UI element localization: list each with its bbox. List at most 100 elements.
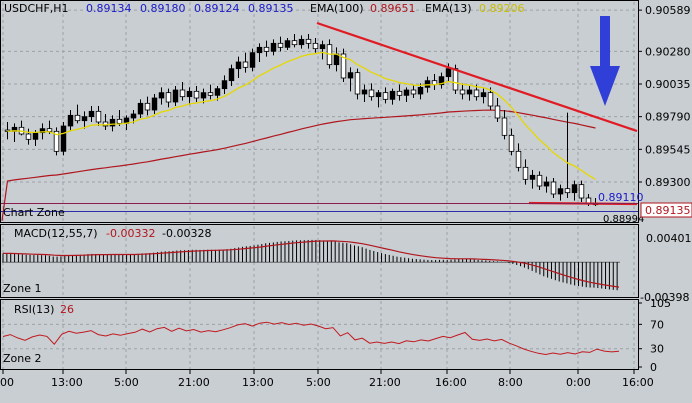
macd-signal-line bbox=[3, 240, 620, 288]
time-axis[interactable]: 00 13:00 5:00 21:00 13:00 5:00 21:00 16:00 8:00 0… bbox=[0, 370, 654, 389]
price-tag: 0.89135 bbox=[640, 202, 692, 218]
candle-36 bbox=[256, 43, 263, 62]
candle-80 bbox=[564, 112, 571, 198]
time-tick-label-8: 8:00 bbox=[498, 376, 523, 389]
level-label: 0.89110 bbox=[598, 191, 644, 204]
candle-79 bbox=[557, 184, 564, 201]
rsi-tick-label-3: 0 bbox=[650, 361, 657, 374]
candle-23 bbox=[165, 88, 172, 108]
candle-34 bbox=[242, 52, 249, 73]
price-tick-label-2: 0.90035 bbox=[645, 78, 691, 91]
candle-44 bbox=[312, 38, 319, 53]
candle-78 bbox=[550, 178, 557, 198]
candle-16 bbox=[116, 110, 123, 126]
rsi-label: RSI(13) bbox=[14, 303, 54, 316]
candle-11 bbox=[81, 111, 88, 129]
time-tick-label-2: 5:00 bbox=[114, 376, 139, 389]
candle-28 bbox=[200, 88, 207, 104]
candle-77 bbox=[543, 176, 550, 193]
header-close: 0.89135 bbox=[248, 2, 294, 15]
resistance-trendline[interactable] bbox=[316, 21, 638, 133]
candle-55 bbox=[389, 88, 396, 105]
price-tick-label-5: 0.89300 bbox=[645, 176, 691, 189]
candle-53 bbox=[375, 90, 382, 108]
header: USDCHF,H1 0.89134 0.89180 0.89124 0.8913… bbox=[4, 2, 525, 15]
rsi-value: 26 bbox=[60, 303, 74, 316]
time-tick-label-3: 21:00 bbox=[178, 376, 210, 389]
price-tag-text: 0.89135 bbox=[645, 204, 691, 217]
main-grid bbox=[2, 2, 638, 222]
header-high: 0.89180 bbox=[140, 2, 186, 15]
candle-31 bbox=[221, 75, 228, 94]
rsi-path bbox=[2, 321, 620, 356]
candle-42 bbox=[298, 35, 305, 49]
candle-49 bbox=[347, 67, 354, 92]
candle-33 bbox=[235, 56, 242, 78]
candle-81 bbox=[571, 180, 578, 201]
macd-histogram bbox=[2, 239, 620, 291]
candle-73 bbox=[515, 143, 522, 172]
candle-43 bbox=[305, 34, 312, 49]
candle-65 bbox=[459, 83, 466, 100]
price-axis[interactable]: 0.90589 0.90280 0.90035 0.89790 0.89545 0.893… bbox=[638, 4, 691, 189]
rsi-panel-border bbox=[0, 299, 639, 370]
header-ema13-value: 0.89206 bbox=[479, 2, 525, 15]
price-panel-border bbox=[0, 0, 639, 223]
candle-40 bbox=[284, 38, 291, 50]
candle-20 bbox=[144, 96, 151, 116]
candle-69 bbox=[487, 87, 494, 110]
candle-75 bbox=[529, 170, 536, 189]
header-ema100-label: EMA(100) bbox=[310, 2, 364, 15]
macd-panel-border bbox=[0, 224, 639, 298]
arrow-down-icon bbox=[590, 16, 620, 106]
candle-8 bbox=[60, 122, 67, 156]
candle-41 bbox=[291, 34, 298, 48]
rsi-tick-label-2: 30 bbox=[650, 343, 664, 356]
rsi-line bbox=[2, 321, 620, 356]
header-ema100-value: 0.89651 bbox=[370, 2, 416, 15]
chart-zone-label: Chart Zone bbox=[3, 206, 65, 219]
rsi-tick-label-0: 105 bbox=[650, 297, 671, 310]
header-ema13-label: EMA(13) bbox=[425, 2, 472, 15]
price-tick-label-4: 0.89545 bbox=[645, 143, 691, 156]
time-tick-label-1: 13:00 bbox=[51, 376, 83, 389]
ema13-path bbox=[7, 51, 596, 180]
header-open: 0.89134 bbox=[86, 2, 132, 15]
candle-19 bbox=[137, 99, 144, 118]
candle-51 bbox=[361, 84, 368, 102]
candle-68 bbox=[480, 88, 487, 104]
time-tick-label-4: 13:00 bbox=[242, 376, 274, 389]
rsi-tick-label-1: 70 bbox=[650, 318, 664, 331]
candle-74 bbox=[522, 159, 529, 185]
time-tick-label-6: 21:00 bbox=[369, 376, 401, 389]
rsi-axis: 105 70 30 0 bbox=[638, 297, 671, 374]
price-tick-label-0: 0.90589 bbox=[645, 4, 691, 17]
candle-7 bbox=[53, 127, 60, 156]
candle-62 bbox=[438, 72, 445, 89]
macd-value2: -0.00328 bbox=[162, 227, 211, 240]
candle-76 bbox=[536, 171, 543, 190]
candle-18 bbox=[130, 110, 137, 124]
candle-10 bbox=[74, 104, 81, 124]
candle-24 bbox=[172, 86, 179, 106]
candle-15 bbox=[109, 115, 116, 132]
candle-29 bbox=[207, 84, 214, 100]
candle-56 bbox=[396, 84, 403, 101]
candle-9 bbox=[67, 110, 74, 132]
candle-13 bbox=[95, 106, 102, 126]
candle-72 bbox=[508, 128, 515, 156]
time-tick-label-9: 0:00 bbox=[566, 376, 591, 389]
candle-58 bbox=[410, 84, 417, 98]
candle-35 bbox=[249, 48, 256, 72]
candle-71 bbox=[501, 110, 508, 140]
macd-axis-top: 0.00401 bbox=[646, 232, 692, 245]
candle-39 bbox=[277, 36, 284, 52]
candle-70 bbox=[494, 98, 501, 122]
candle-21 bbox=[151, 94, 158, 114]
candle-66 bbox=[466, 86, 473, 101]
price-tick-label-3: 0.89790 bbox=[645, 111, 691, 124]
candle-37 bbox=[263, 40, 270, 57]
macd-zone-label: Zone 1 bbox=[3, 282, 42, 295]
